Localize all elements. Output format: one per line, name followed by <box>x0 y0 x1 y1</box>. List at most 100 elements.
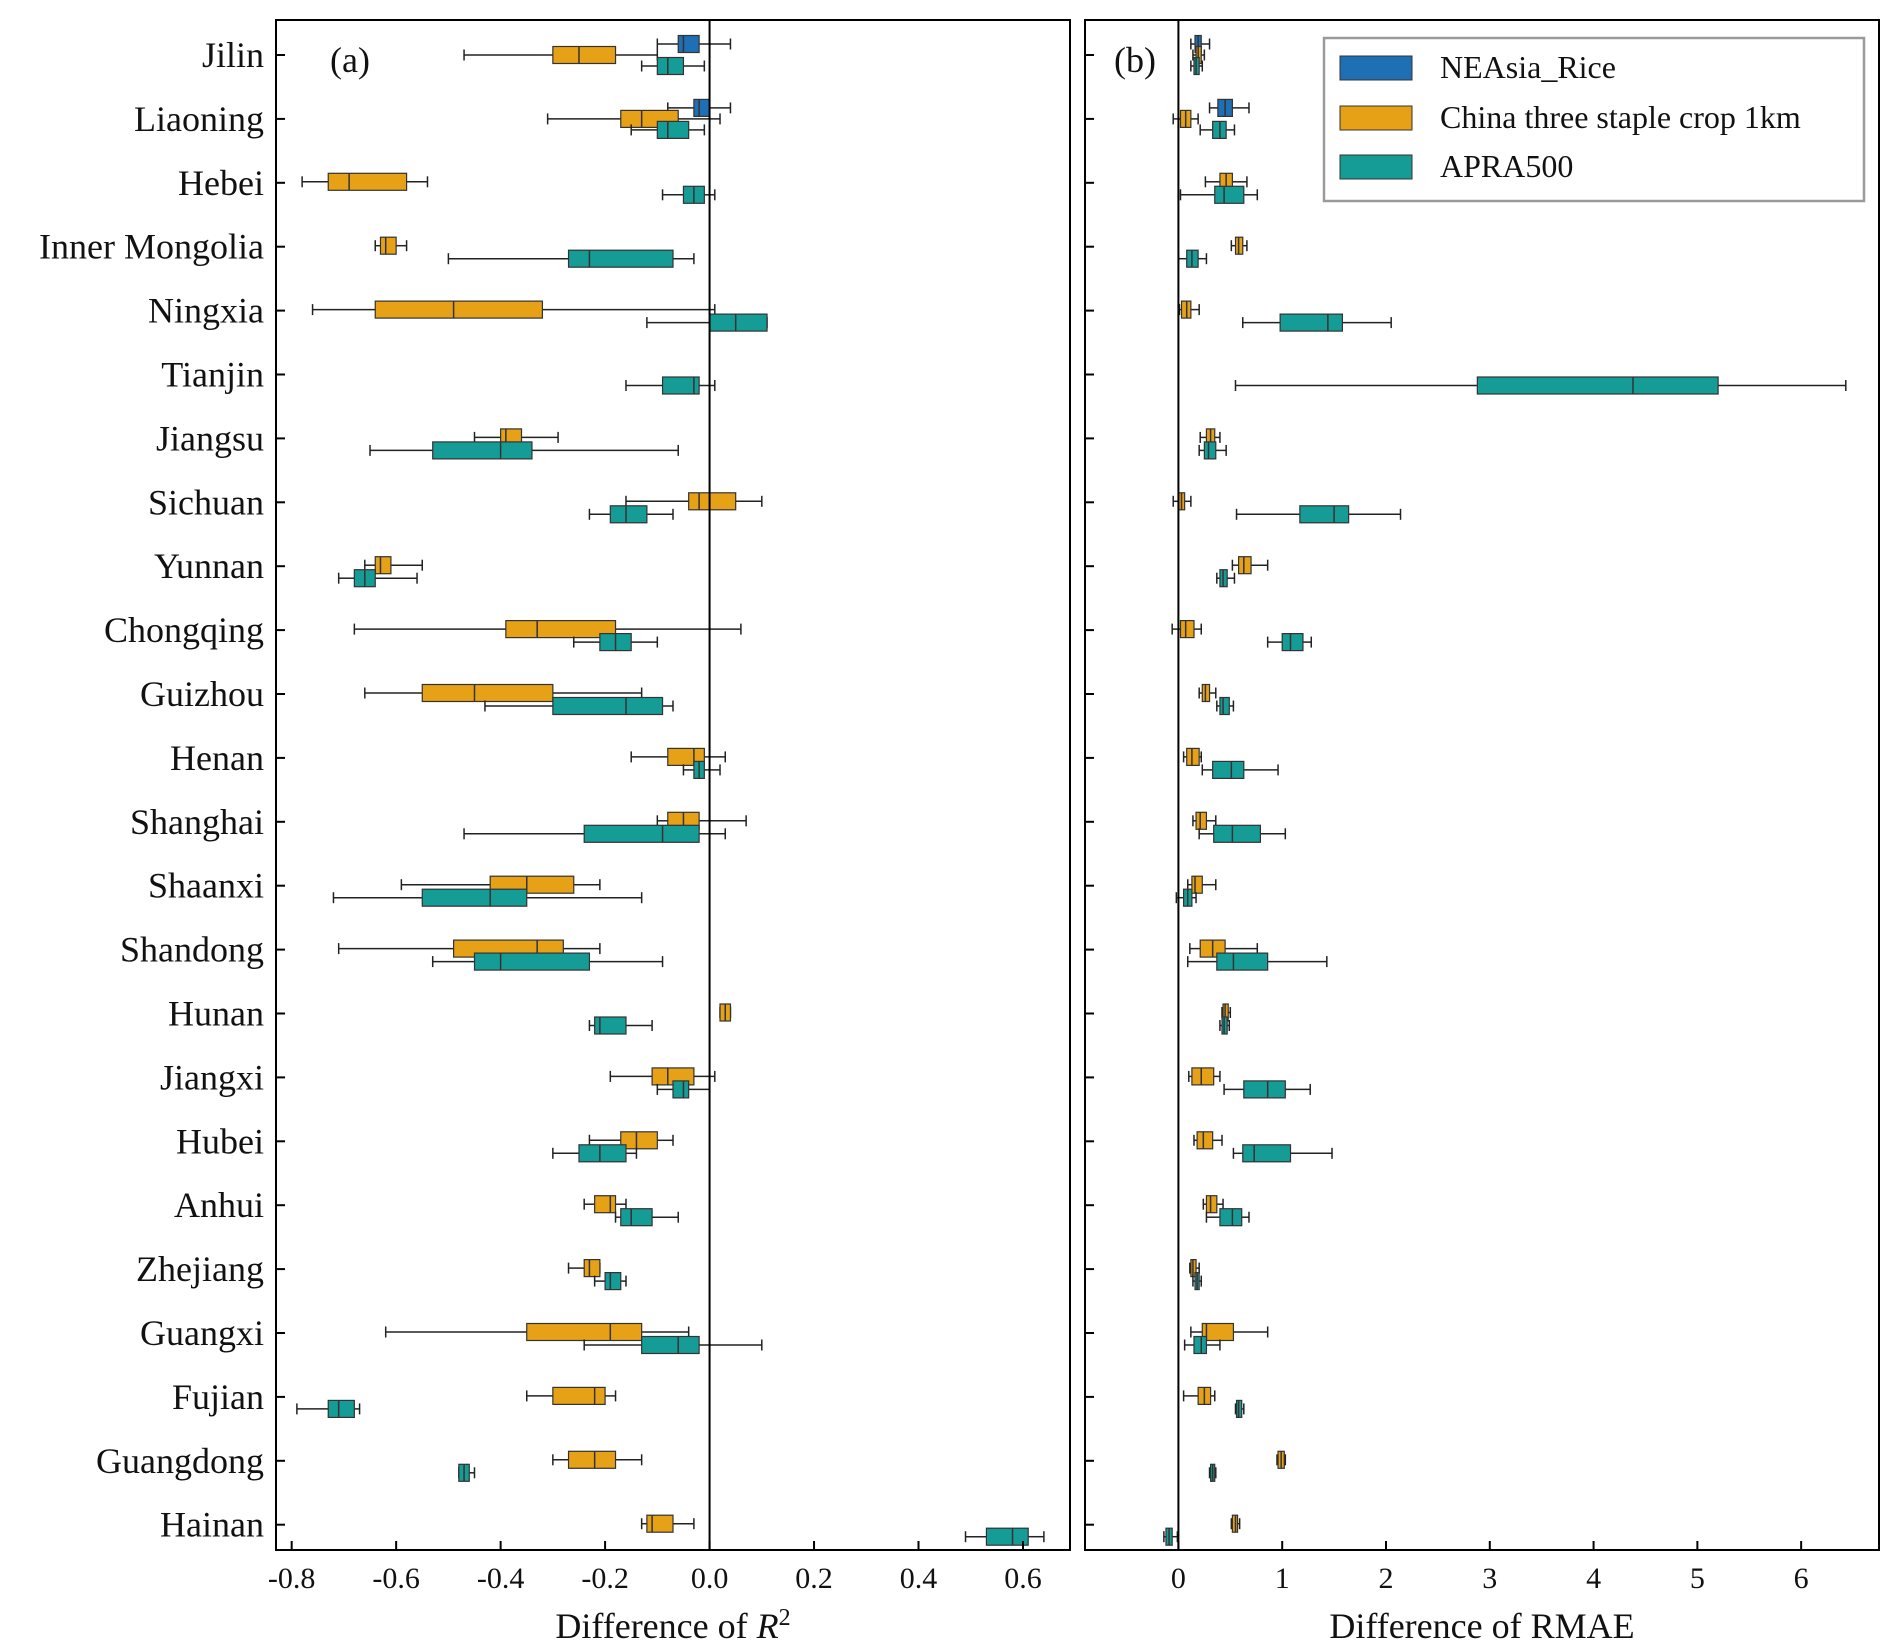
iqr-box <box>661 376 700 395</box>
x-tick-label: 0.4 <box>900 1562 938 1595</box>
box-shandong-apra500 <box>1187 952 1328 971</box>
box-sichuan-apra500 <box>588 505 674 524</box>
box-jiangsu-apra500 <box>1198 441 1227 460</box>
box-shanghai-apra500 <box>1198 824 1287 843</box>
iqr-box <box>327 1399 355 1419</box>
iqr-box <box>708 313 768 332</box>
province-label-jiangsu: Jiangsu <box>156 418 264 458</box>
box-guangdong-apra500 <box>1208 1463 1217 1482</box>
iqr-box <box>1191 1067 1215 1086</box>
box-zhejiang-apra500 <box>593 1271 627 1291</box>
box-guizhou-apra500 <box>484 696 674 716</box>
box-chongqing-china-three-staple-crop-1km <box>353 619 742 639</box>
province-labels: Jilin Liaoning Hebei Inner Mongolia Ningxia T… <box>39 35 264 1545</box>
box-guizhou-apra500 <box>1216 696 1235 716</box>
province-label-jilin: Jilin <box>202 35 264 75</box>
legend-swatch-china-three-staple <box>1339 105 1413 131</box>
box-tianjin-apra500 <box>625 376 716 395</box>
box-sichuan-china-three-staple-crop-1km <box>1172 492 1192 511</box>
box-zhejiang-china-three-staple-crop-1km <box>1189 1258 1200 1278</box>
iqr-box <box>688 492 737 511</box>
province-label-liaoning: Liaoning <box>134 99 264 139</box>
box-guangxi-apra500 <box>1183 1335 1221 1355</box>
iqr-box <box>1216 952 1269 971</box>
box-jilin-apra500 <box>1190 56 1204 76</box>
province-label-guangxi: Guangxi <box>140 1313 264 1353</box>
province-label-guizhou: Guizhou <box>140 674 264 714</box>
iqr-box <box>421 888 528 907</box>
panel-a-frame <box>275 19 1071 1551</box>
x-tick-label: 0 <box>1171 1562 1186 1595</box>
province-label-shaanxi: Shaanxi <box>148 866 264 906</box>
iqr-box <box>1193 1335 1208 1355</box>
province-label-ningxia: Ningxia <box>148 291 264 331</box>
legend-entry-china-three-staple: China three staple crop 1km <box>1339 99 1801 135</box>
box-guangdong-apra500 <box>458 1463 476 1482</box>
iqr-box <box>985 1527 1029 1546</box>
iqr-box <box>552 1386 606 1406</box>
iqr-box <box>1243 1080 1286 1099</box>
box-henan-china-three-staple-crop-1km <box>1182 747 1202 767</box>
legend-entry-apra500: APRA500 <box>1339 148 1573 184</box>
iqr-box <box>1201 1322 1235 1342</box>
iqr-box <box>1186 747 1200 767</box>
box-hunan-china-three-staple-crop-1km <box>719 1003 732 1022</box>
x-tick-label: 0.0 <box>691 1562 729 1595</box>
panel-a-label: (a) <box>330 40 370 80</box>
legend-label-neasia-rice: NEAsia_Rice <box>1440 49 1616 85</box>
box-shaanxi-china-three-staple-crop-1km <box>1187 875 1217 894</box>
box-hainan-apra500 <box>964 1527 1045 1546</box>
x-tick-label: -0.8 <box>268 1562 316 1595</box>
x-tick-label: 5 <box>1690 1562 1705 1595</box>
box-henan-apra500 <box>682 760 721 780</box>
iqr-box <box>374 556 392 575</box>
iqr-box <box>567 1450 617 1469</box>
box-anhui-china-three-staple-crop-1km <box>583 1195 627 1214</box>
province-label-inner-mongolia: Inner Mongolia <box>39 227 264 267</box>
iqr-box <box>1196 1131 1214 1150</box>
province-label-tianjin: Tianjin <box>161 355 264 395</box>
box-guizhou-china-three-staple-crop-1km <box>364 683 643 703</box>
box-fujian-china-three-staple-crop-1km <box>1182 1386 1216 1406</box>
province-label-henan: Henan <box>170 738 264 778</box>
box-hubei-china-three-staple-crop-1km <box>1193 1131 1223 1150</box>
box-yunnan-china-three-staple-crop-1km <box>364 556 424 575</box>
box-hebei-apra500 <box>661 185 716 204</box>
box-zhejiang-apra500 <box>1192 1271 1202 1291</box>
box-fujian-apra500 <box>1234 1399 1245 1419</box>
box-chongqing-china-three-staple-crop-1km <box>1171 619 1202 639</box>
iqr-box <box>583 824 700 843</box>
province-label-sichuan: Sichuan <box>148 482 264 522</box>
iqr-box <box>567 249 674 268</box>
iqr-box <box>473 952 591 971</box>
box-chongqing-apra500 <box>573 632 659 652</box>
box-jiangsu-apra500 <box>369 441 679 460</box>
panel-b-frame <box>1084 19 1880 1551</box>
iqr-box <box>594 1016 627 1035</box>
box-guangdong-china-three-staple-crop-1km <box>552 1450 643 1469</box>
x-tick-label: -0.4 <box>477 1562 525 1595</box>
iqr-box <box>620 1208 653 1227</box>
iqr-box <box>327 172 408 191</box>
iqr-box <box>583 1258 601 1278</box>
box-yunnan-apra500 <box>1216 569 1236 588</box>
iqr-box <box>1195 811 1208 830</box>
box-hubei-apra500 <box>1232 1144 1333 1163</box>
box-hubei-china-three-staple-crop-1km <box>588 1131 674 1150</box>
box-guizhou-china-three-staple-crop-1km <box>1198 683 1217 703</box>
box-jiangxi-china-three-staple-crop-1km <box>1188 1067 1221 1086</box>
box-chongqing-apra500 <box>1266 632 1313 652</box>
iqr-box <box>1476 376 1719 395</box>
box-shandong-apra500 <box>431 952 664 971</box>
iqr-box <box>693 98 711 118</box>
iqr-box <box>672 1080 690 1099</box>
box-jilin-china-three-staple-crop-1km <box>463 45 659 65</box>
iqr-box <box>594 1195 617 1214</box>
box-shanghai-apra500 <box>463 824 726 843</box>
x-tick-label: 2 <box>1378 1562 1393 1595</box>
iqr-box <box>1219 1208 1243 1227</box>
province-label-anhui: Anhui <box>174 1185 264 1225</box>
x-tick-label: 0.2 <box>795 1562 833 1595</box>
x-tick-label: 0.6 <box>1004 1562 1042 1595</box>
legend-swatch-apra500 <box>1339 154 1413 180</box>
